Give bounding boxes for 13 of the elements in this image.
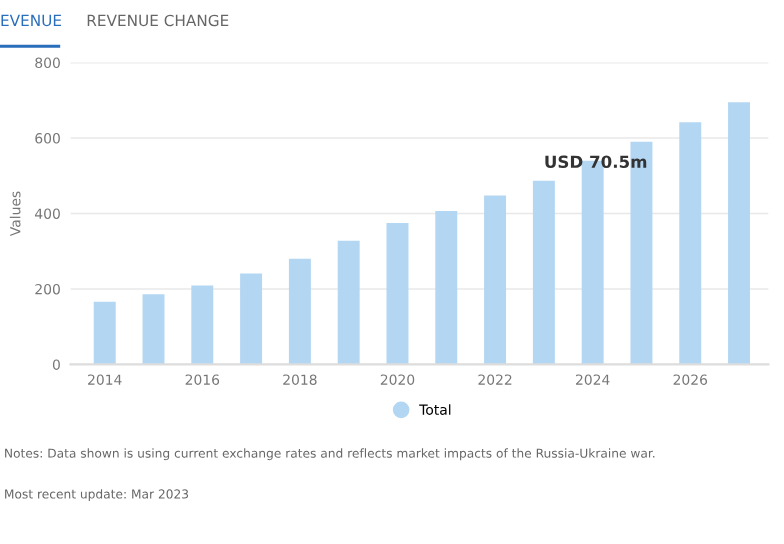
- bar: [142, 294, 165, 365]
- bar: [288, 258, 311, 365]
- bar: [728, 102, 751, 365]
- bar: [337, 240, 360, 365]
- bar: [240, 273, 263, 365]
- bar: [191, 285, 214, 365]
- bar: [435, 210, 458, 365]
- annotation: USD 70.5m: [545, 155, 647, 169]
- bar: [386, 222, 409, 365]
- bar: [679, 122, 702, 365]
- bar: [532, 180, 555, 365]
- bar: [484, 195, 507, 365]
- bar: [93, 301, 116, 365]
